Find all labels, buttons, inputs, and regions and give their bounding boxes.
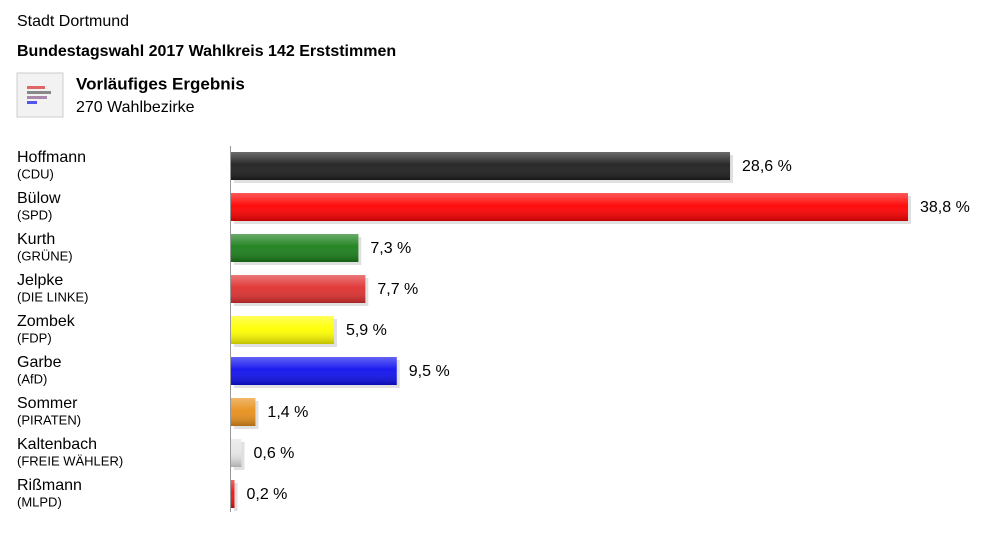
value-label: 0,6 % (253, 445, 294, 462)
candidate-name: Zombek (17, 313, 76, 330)
bar-shine (231, 480, 235, 508)
icon-bar (27, 101, 37, 104)
bar-shine (231, 398, 256, 426)
party-name: (SPD) (17, 207, 52, 222)
candidate-name: Kurth (17, 231, 55, 248)
value-label: 7,3 % (370, 240, 411, 257)
value-label: 7,7 % (377, 281, 418, 298)
value-label: 9,5 % (409, 363, 450, 380)
legend-button[interactable] (16, 72, 64, 118)
bar-shine (231, 357, 397, 385)
candidate-name: Hoffmann (17, 149, 86, 166)
candidate-name: Jelpke (17, 272, 63, 289)
candidate-name: Rißmann (17, 477, 82, 494)
value-label: 28,6 % (742, 158, 792, 175)
city: Stadt Dortmund (17, 13, 129, 30)
districts: 270 Wahlbezirke (76, 99, 195, 116)
party-name: (GRÜNE) (17, 248, 73, 263)
value-label: 0,2 % (246, 486, 287, 503)
candidate-name: Bülow (17, 190, 61, 207)
button-frame[interactable] (16, 72, 64, 118)
party-name: (MLPD) (17, 494, 62, 509)
party-name: (AfD) (17, 371, 47, 386)
bar-shine (231, 439, 242, 467)
icon-bar (27, 86, 45, 89)
bar-shine (231, 193, 908, 221)
party-name: (PIRATEN) (17, 412, 81, 427)
bar-shine (231, 152, 731, 180)
icon-bar (27, 91, 51, 94)
bar-shine (231, 234, 359, 262)
bar-shine (231, 316, 334, 344)
candidate-name: Sommer (17, 395, 78, 412)
bar-shadow (234, 483, 238, 511)
party-name: (DIE LINKE) (17, 289, 89, 304)
candidate-name: Garbe (17, 354, 62, 371)
bar-shine (231, 275, 366, 303)
party-name: (CDU) (17, 166, 54, 181)
value-label: 38,8 % (920, 199, 970, 216)
value-label: 5,9 % (346, 322, 387, 339)
candidate-name: Kaltenbach (17, 436, 97, 453)
title: Bundestagswahl 2017 Wahlkreis 142 Erstst… (17, 43, 396, 60)
party-name: (FREIE WÄHLER) (17, 453, 123, 468)
party-name: (FDP) (17, 330, 52, 345)
value-label: 1,4 % (267, 404, 308, 421)
status: Vorläufiges Ergebnis (76, 74, 245, 93)
icon-bar (27, 96, 47, 99)
